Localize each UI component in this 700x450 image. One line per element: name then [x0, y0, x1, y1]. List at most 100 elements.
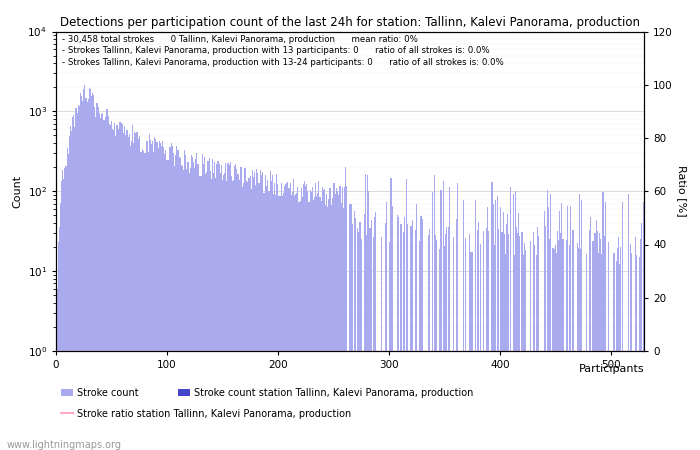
Bar: [205, 174, 206, 450]
Bar: [354, 211, 355, 450]
Bar: [66, 148, 68, 450]
Bar: [207, 162, 209, 450]
Bar: [631, 253, 632, 450]
Bar: [288, 188, 290, 450]
Bar: [182, 166, 183, 450]
Bar: [578, 248, 579, 450]
Bar: [537, 227, 538, 450]
Bar: [158, 148, 159, 450]
Bar: [488, 231, 489, 450]
Bar: [448, 227, 449, 450]
Bar: [556, 252, 557, 450]
Bar: [256, 169, 258, 450]
Bar: [641, 224, 643, 450]
Bar: [194, 168, 195, 450]
Bar: [359, 222, 360, 450]
Bar: [453, 237, 454, 450]
Bar: [165, 150, 167, 450]
Bar: [113, 130, 114, 450]
Bar: [148, 134, 150, 450]
Bar: [282, 196, 283, 450]
Bar: [410, 226, 412, 450]
Bar: [174, 166, 175, 450]
Bar: [93, 95, 95, 450]
Bar: [307, 191, 309, 450]
Bar: [100, 118, 101, 450]
Bar: [318, 181, 319, 450]
Bar: [139, 136, 140, 450]
Bar: [404, 217, 405, 450]
Bar: [549, 239, 550, 450]
Bar: [83, 89, 84, 450]
Bar: [188, 173, 190, 450]
Bar: [465, 238, 466, 450]
Bar: [286, 183, 287, 450]
Bar: [336, 188, 337, 450]
Bar: [150, 140, 151, 450]
Bar: [309, 190, 311, 450]
Bar: [504, 234, 505, 450]
Bar: [445, 234, 446, 450]
Bar: [203, 163, 204, 450]
Bar: [351, 224, 353, 450]
Bar: [241, 187, 243, 450]
Bar: [640, 239, 641, 450]
Bar: [72, 117, 74, 450]
Bar: [306, 184, 307, 450]
Y-axis label: Count: Count: [12, 175, 22, 208]
Bar: [167, 161, 169, 450]
Bar: [163, 147, 164, 450]
Bar: [162, 141, 163, 450]
Bar: [324, 189, 325, 450]
Bar: [180, 158, 181, 450]
Bar: [273, 194, 274, 450]
Bar: [231, 176, 232, 450]
Bar: [366, 235, 368, 450]
Bar: [143, 151, 144, 450]
Bar: [344, 187, 345, 450]
Bar: [59, 227, 60, 450]
Bar: [586, 253, 587, 450]
Bar: [497, 196, 498, 450]
Bar: [434, 176, 435, 450]
Bar: [234, 166, 235, 450]
Bar: [91, 96, 92, 450]
Bar: [135, 133, 136, 450]
Bar: [372, 237, 374, 450]
Bar: [190, 168, 191, 450]
Bar: [622, 202, 624, 450]
Bar: [204, 158, 205, 450]
Bar: [501, 232, 503, 450]
Bar: [101, 114, 102, 450]
Bar: [76, 112, 78, 450]
Bar: [302, 197, 303, 450]
Bar: [206, 172, 207, 450]
Bar: [87, 102, 88, 450]
Bar: [293, 180, 294, 450]
Bar: [608, 242, 609, 450]
Bar: [228, 165, 230, 450]
Bar: [343, 208, 344, 450]
Bar: [287, 182, 288, 450]
Bar: [613, 253, 615, 450]
Bar: [316, 196, 317, 450]
Bar: [285, 184, 286, 450]
Bar: [487, 207, 488, 450]
Bar: [116, 125, 118, 450]
Bar: [313, 200, 314, 450]
Bar: [212, 159, 213, 450]
Bar: [317, 193, 318, 450]
Bar: [421, 219, 423, 450]
Bar: [269, 191, 270, 450]
Bar: [233, 180, 234, 450]
Bar: [589, 230, 590, 450]
Bar: [435, 235, 436, 450]
Bar: [112, 129, 113, 450]
Bar: [402, 232, 404, 450]
Bar: [416, 204, 417, 450]
Bar: [176, 146, 178, 450]
Text: - 30,458 total strokes      0 Tallinn, Kalevi Panorama, production      mean rat: - 30,458 total strokes 0 Tallinn, Kalevi…: [62, 35, 503, 68]
Bar: [554, 245, 556, 450]
Bar: [370, 220, 372, 450]
Bar: [125, 135, 127, 450]
